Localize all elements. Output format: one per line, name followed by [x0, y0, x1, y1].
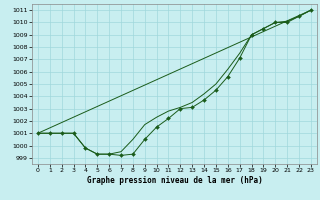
X-axis label: Graphe pression niveau de la mer (hPa): Graphe pression niveau de la mer (hPa)	[86, 176, 262, 185]
